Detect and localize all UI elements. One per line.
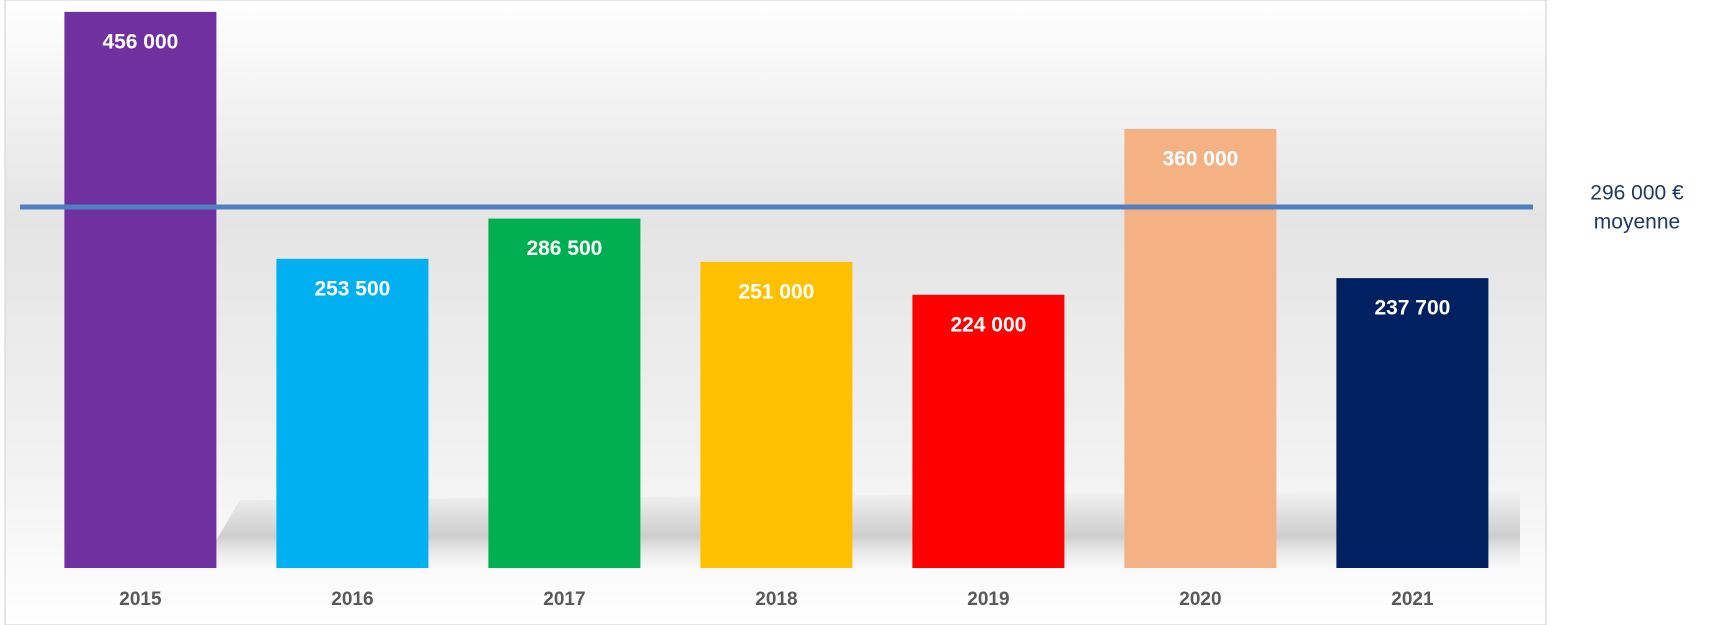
bar bbox=[64, 11, 217, 569]
value-label: 224 000 bbox=[950, 313, 1026, 336]
bar bbox=[700, 261, 853, 568]
decor bbox=[1610, 325, 1713, 625]
value-label: 360 000 bbox=[1162, 148, 1238, 171]
bar bbox=[276, 258, 429, 568]
x-tick-label: 2015 bbox=[119, 589, 162, 610]
average-name: moyenne bbox=[1594, 211, 1680, 234]
x-tick-label: 2018 bbox=[755, 589, 797, 610]
bar bbox=[1124, 128, 1277, 568]
value-label: 237 700 bbox=[1374, 297, 1450, 320]
value-label: 456 000 bbox=[102, 30, 178, 53]
x-tick-label: 2019 bbox=[967, 589, 1009, 610]
bar bbox=[488, 218, 641, 569]
value-label: 286 500 bbox=[526, 237, 602, 260]
value-label: 251 000 bbox=[738, 280, 814, 303]
x-tick-label: 2017 bbox=[543, 589, 585, 610]
x-tick-label: 2016 bbox=[331, 589, 373, 610]
value-label: 253 500 bbox=[314, 277, 390, 300]
x-tick-label: 2020 bbox=[1179, 589, 1221, 610]
x-tick-label: 2021 bbox=[1391, 589, 1434, 610]
bar bbox=[912, 294, 1065, 568]
bar bbox=[1336, 278, 1489, 568]
average-label: 296 000 € bbox=[1590, 182, 1684, 205]
